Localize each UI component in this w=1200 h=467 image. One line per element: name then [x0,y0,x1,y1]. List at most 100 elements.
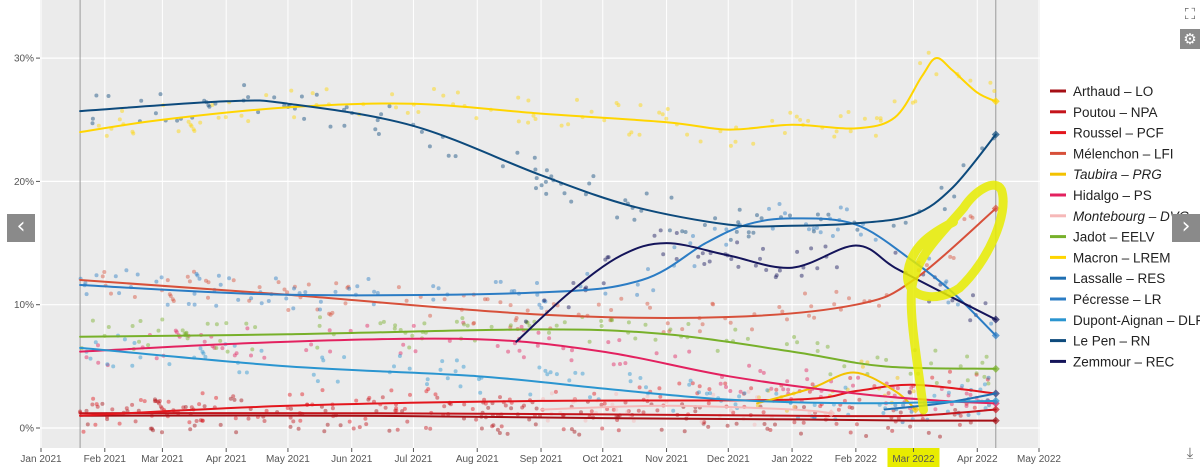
poll-point [534,406,539,411]
poll-point [185,274,190,279]
prev-button[interactable]: ‹ [7,214,35,242]
poll-point [266,299,271,303]
poll-point [120,109,125,113]
poll-point [81,429,86,434]
poll-point [175,118,180,123]
poll-point [669,195,674,200]
poll-point [930,375,935,380]
poll-point [934,381,939,385]
poll-point [818,404,823,409]
poll-point [381,319,386,324]
download-button[interactable]: ⤓ [1180,443,1200,463]
poll-point [160,430,164,435]
poll-point [334,281,339,286]
poll-point [788,110,793,115]
poll-point [573,370,578,375]
poll-point [493,280,498,284]
poll-point [971,293,975,298]
trend-line-le [79,99,997,228]
poll-point [946,300,951,305]
legend-label: Poutou – NPA [1073,105,1158,120]
poll-point [232,397,237,402]
poll-point [191,127,196,132]
poll-point [933,348,938,353]
poll-point [93,422,98,427]
poll-point [285,406,290,410]
poll-point [792,404,797,409]
poll-point [811,226,816,231]
poll-point [599,319,604,323]
poll-point [903,220,908,225]
poll-point [788,213,792,218]
poll-point [637,385,642,390]
poll-point [324,87,329,92]
poll-point [525,308,530,313]
poll-point [476,377,481,382]
poll-point [214,395,219,400]
poll-point [132,295,137,299]
poll-point [746,389,751,394]
poll-point [223,115,228,120]
poll-point [106,94,111,98]
poll-point [934,72,939,77]
poll-point [616,428,621,433]
poll-point [680,229,685,234]
poll-point [636,408,641,413]
poll-point [832,302,837,307]
poll-point [862,116,867,121]
poll-point [554,323,559,328]
poll-point [571,281,576,285]
chevron-left-icon: ‹ [16,214,26,239]
poll-point [311,372,316,377]
poll-point [234,430,239,435]
poll-point [877,303,881,308]
poll-point [378,321,383,326]
poll-point [363,416,368,421]
legend-label: Le Pen – RN [1073,334,1150,349]
poll-point [367,395,372,400]
poll-point [799,431,803,436]
poll-point [489,324,494,329]
x-tick-label: Dec 2021 [707,454,750,465]
poll-point [490,424,495,429]
poll-point [285,290,290,295]
poll-point [527,417,532,422]
poll-point [448,402,453,407]
poll-point [315,345,320,350]
poll-point [697,329,702,334]
poll-point [299,94,304,99]
poll-point [284,296,289,301]
poll-point [810,382,815,387]
poll-point [202,404,207,409]
poll-point [554,372,559,377]
trend-line-poutou [79,408,997,418]
poll-point [609,317,614,322]
poll-point [736,264,741,269]
poll-point [828,372,833,377]
poll-point [633,336,638,341]
poll-point [549,174,554,179]
poll-point [84,355,89,360]
poll-point [104,133,109,138]
poll-point [644,191,649,196]
poll-point [660,112,665,117]
poll-point [495,344,500,348]
fullscreen-button[interactable]: ⛶ [1180,4,1200,24]
poll-point [216,115,221,120]
poll-point [645,394,650,399]
poll-point [767,206,771,211]
next-button[interactable]: › [1172,214,1200,242]
poll-point [156,399,160,404]
poll-point [783,211,787,216]
poll-point [197,276,202,281]
poll-point [682,429,687,434]
poll-point [396,285,401,290]
poll-point [379,112,384,117]
settings-button[interactable]: ⚙ [1180,29,1200,49]
poll-point [432,87,436,91]
poll-point [272,95,277,100]
poll-point [185,336,190,341]
poll-point [91,396,96,401]
poll-point [698,139,703,144]
poll-point [723,381,728,386]
